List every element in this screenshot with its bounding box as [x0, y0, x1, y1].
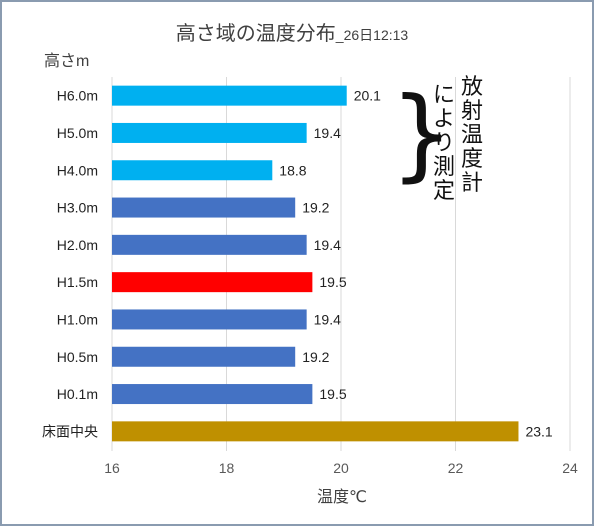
bar	[112, 309, 307, 330]
value-label: 18.8	[279, 162, 306, 178]
category-label: H0.5m	[57, 349, 98, 365]
value-label: 19.2	[302, 349, 329, 365]
category-label: H1.0m	[57, 311, 98, 327]
annotation-char: 計	[461, 170, 483, 195]
annotation-char: 温	[461, 122, 483, 147]
value-label: 19.2	[302, 200, 329, 216]
annotation-char: 測	[433, 154, 455, 179]
value-label: 19.4	[314, 311, 341, 327]
x-tick-label: 24	[562, 460, 578, 476]
bar	[112, 234, 307, 255]
category-label: H0.1m	[57, 386, 98, 402]
x-tick-label: 22	[448, 460, 464, 476]
bar	[112, 122, 307, 143]
bar	[112, 384, 313, 405]
annotation-char: 放	[461, 74, 483, 99]
bar	[112, 346, 296, 367]
category-label: H2.0m	[57, 237, 98, 253]
category-label: H1.5m	[57, 274, 98, 290]
chart-title: 高さ域の温度分布_26日12:13	[176, 22, 409, 45]
annotation-char: 射	[461, 98, 483, 123]
category-label: H3.0m	[57, 200, 98, 216]
x-tick-label: 18	[219, 460, 235, 476]
x-axis-title: 温度℃	[317, 488, 367, 506]
value-label: 20.1	[354, 88, 381, 104]
value-label: 19.5	[319, 274, 346, 290]
annotation-char: り	[433, 130, 455, 155]
value-label: 19.4	[314, 237, 341, 253]
bar	[112, 272, 313, 293]
annotation-char: 度	[461, 146, 483, 171]
annotation-char: よ	[433, 106, 455, 131]
category-label: H4.0m	[57, 162, 98, 178]
x-tick-label: 20	[333, 460, 349, 476]
chart-title-main: 高さ域の温度分布	[176, 22, 336, 45]
bar	[112, 85, 347, 106]
category-label: 床面中央	[42, 423, 98, 439]
annotation-char: に	[433, 82, 455, 107]
bar	[112, 197, 296, 218]
value-label: 19.5	[319, 386, 346, 402]
annotation-char: 定	[433, 178, 455, 203]
category-label: H6.0m	[57, 88, 98, 104]
category-label: H5.0m	[57, 125, 98, 141]
x-tick-label: 16	[104, 460, 120, 476]
bars: H6.0m 20.1 H5.0m 19.4 H4.0m 18.8 H3.0m 19.2 H2.0…	[42, 85, 553, 442]
value-label: 19.4	[314, 125, 341, 141]
bar	[112, 421, 519, 442]
gridlines: 16 18 20 22 24	[104, 77, 578, 476]
y-axis-title: 高さm	[44, 52, 89, 70]
bar	[112, 160, 273, 181]
value-label: 23.1	[525, 423, 552, 439]
chart-title-suffix: _26日12:13	[335, 27, 409, 43]
annotation-bracket: }	[390, 75, 454, 192]
